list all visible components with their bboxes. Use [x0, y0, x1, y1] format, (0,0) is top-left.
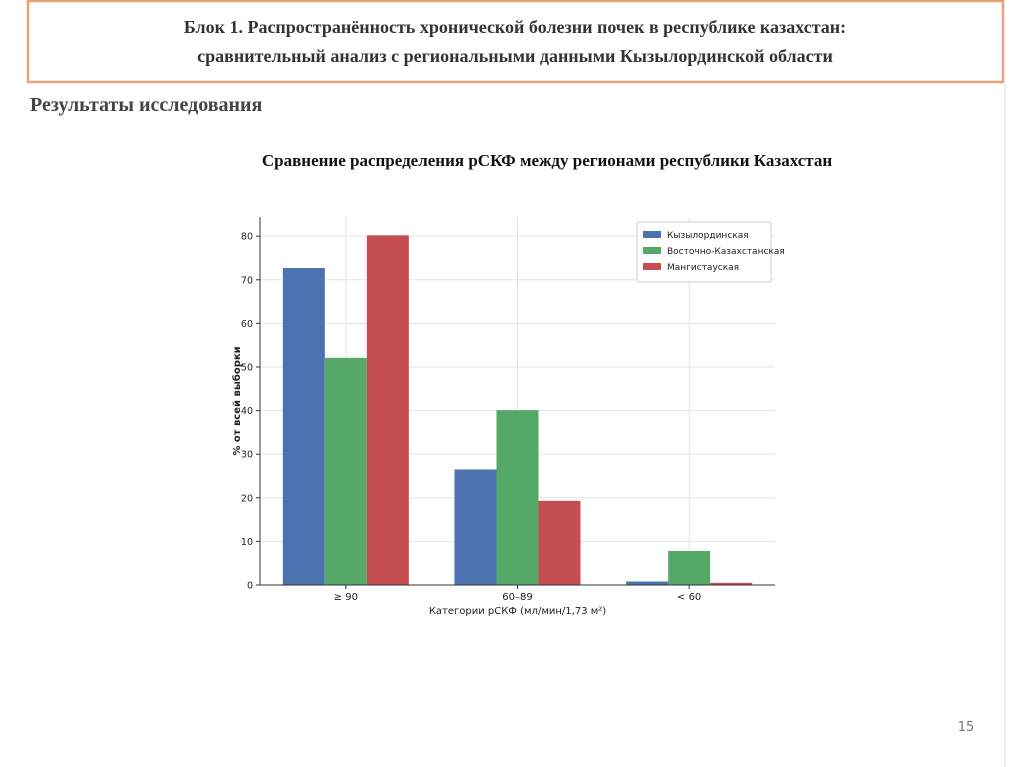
y-tick-label: 40: [241, 406, 253, 417]
bar: [454, 469, 497, 585]
x-tick-label: ≥ 90: [334, 592, 358, 603]
header-title: сравнительный анализ с региональными дан…: [197, 46, 833, 66]
chart: 0 10 20 30 40 50 60 70 80 ≥ 90 60–89 < 60 Категории …: [231, 217, 785, 617]
bar: [538, 500, 581, 585]
legend-swatch: [643, 231, 661, 238]
legend-label: Восточно-Казахстанская: [667, 247, 785, 257]
y-tick-label: 10: [241, 537, 253, 548]
bar: [366, 235, 409, 585]
y-tick-label: 70: [241, 275, 253, 286]
legend-label: Мангистауская: [667, 263, 739, 273]
y-tick-label: 50: [241, 362, 253, 373]
legend-label: Кызылординская: [667, 231, 749, 241]
bar: [710, 582, 753, 585]
x-tick-label: < 60: [677, 592, 701, 603]
y-tick-label: 80: [241, 232, 253, 243]
bar: [324, 357, 367, 585]
x-axis-label: Категории рСКФ (мл/мин/1,73 м²): [429, 606, 606, 617]
y-tick-label: 60: [241, 319, 253, 330]
x-tick-label: 60–89: [502, 592, 532, 603]
bar: [282, 268, 325, 585]
y-tick-label: 20: [241, 493, 253, 504]
header-box: [26, 0, 1005, 84]
legend-swatch: [643, 263, 661, 270]
legend-swatch: [643, 247, 661, 254]
y-tick-label: 30: [241, 450, 253, 461]
header-title: Блок 1. Распространённость хронической б…: [184, 17, 846, 37]
section-title: Результаты исследования: [30, 94, 263, 116]
y-axis-label: % от всей выборки: [231, 346, 243, 455]
bar: [668, 550, 711, 585]
bar: [626, 581, 669, 585]
page-number: 15: [958, 720, 975, 735]
y-tick-label: 0: [247, 581, 253, 592]
bar: [496, 410, 539, 585]
chart-title: Сравнение распределения рСКФ между регио…: [262, 151, 832, 170]
legend-box: [636, 221, 772, 283]
